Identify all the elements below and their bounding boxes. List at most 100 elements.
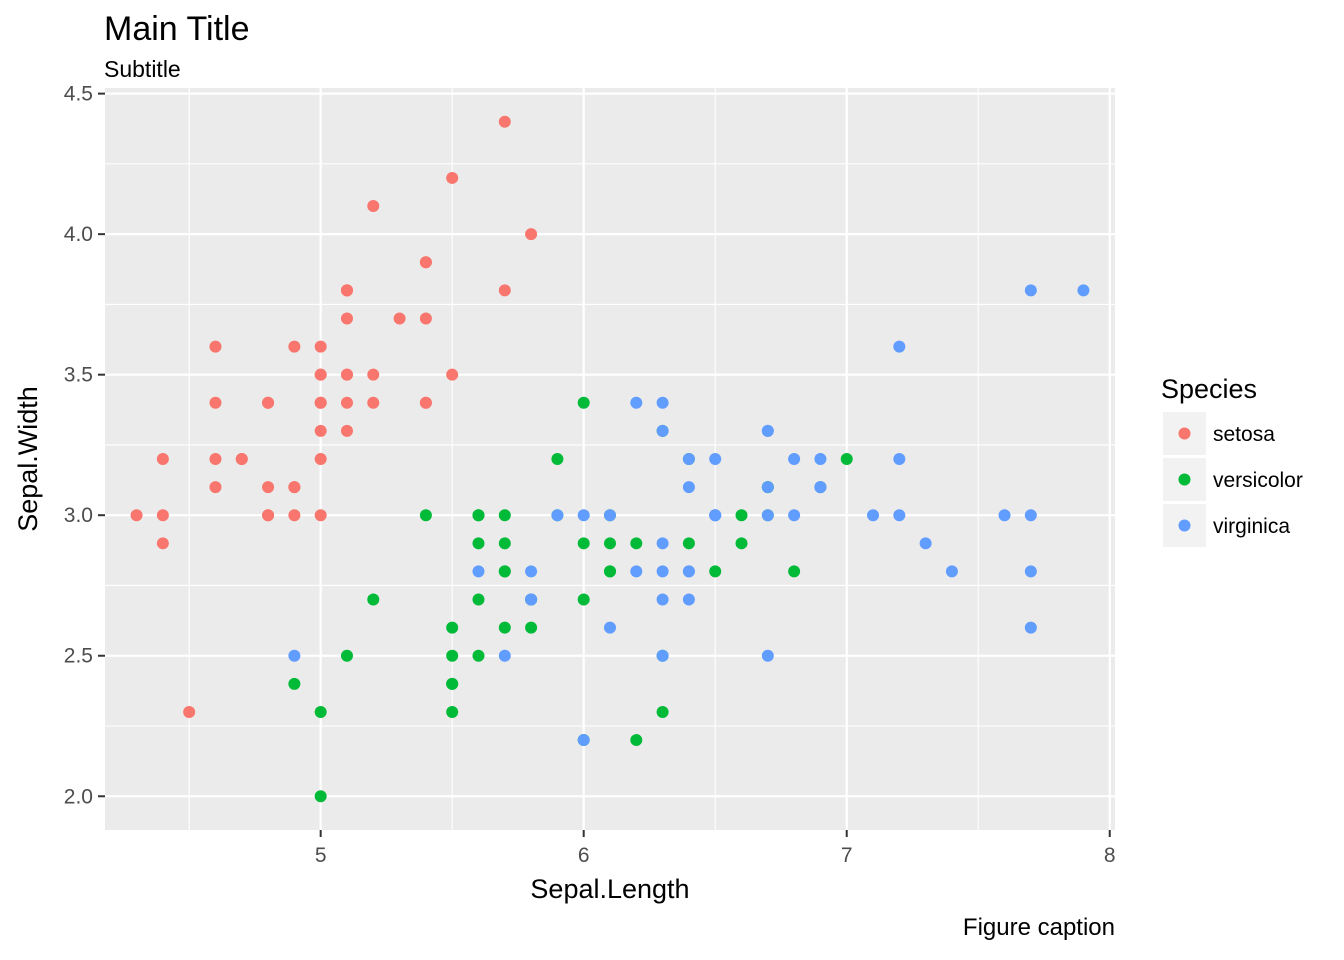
point-setosa bbox=[446, 368, 459, 381]
point-virginica bbox=[656, 537, 669, 550]
point-versicolor bbox=[498, 565, 511, 578]
point-versicolor bbox=[498, 621, 511, 634]
point-versicolor bbox=[314, 705, 327, 718]
point-virginica bbox=[604, 509, 616, 522]
point-setosa bbox=[367, 368, 380, 381]
point-setosa bbox=[367, 396, 380, 409]
point-virginica bbox=[1024, 565, 1037, 578]
point-versicolor bbox=[472, 537, 485, 550]
point-versicolor bbox=[367, 593, 380, 606]
point-versicolor bbox=[498, 509, 511, 522]
point-setosa bbox=[288, 509, 301, 522]
point-versicolor bbox=[472, 593, 485, 606]
point-versicolor bbox=[630, 734, 643, 747]
point-setosa bbox=[288, 481, 301, 494]
point-setosa bbox=[525, 228, 538, 241]
point-versicolor bbox=[419, 509, 432, 522]
point-setosa bbox=[498, 284, 511, 297]
point-virginica bbox=[998, 509, 1011, 522]
point-virginica bbox=[577, 509, 590, 522]
point-virginica bbox=[551, 509, 564, 522]
legend-label-virginica: virginica bbox=[1213, 515, 1290, 538]
point-versicolor bbox=[840, 453, 853, 465]
point-setosa bbox=[209, 481, 222, 494]
point-versicolor bbox=[446, 705, 459, 718]
figure-caption: Figure caption bbox=[962, 914, 1115, 941]
point-virginica bbox=[761, 481, 774, 494]
point-virginica bbox=[682, 565, 695, 578]
point-virginica bbox=[761, 509, 774, 522]
point-setosa bbox=[446, 171, 459, 184]
point-versicolor bbox=[735, 509, 748, 522]
point-versicolor bbox=[577, 396, 590, 409]
point-virginica bbox=[1024, 509, 1037, 522]
point-setosa bbox=[262, 509, 275, 522]
point-setosa bbox=[262, 396, 275, 409]
point-virginica bbox=[656, 649, 669, 662]
point-versicolor bbox=[498, 537, 511, 550]
point-versicolor bbox=[709, 565, 722, 578]
legend: Species setosa versicolor virginica bbox=[1161, 374, 1303, 547]
y-tick-label: 4.5 bbox=[64, 83, 93, 106]
point-setosa bbox=[340, 368, 353, 381]
point-versicolor bbox=[446, 677, 459, 690]
legend-point-virginica bbox=[1178, 519, 1191, 532]
point-versicolor bbox=[577, 593, 590, 606]
point-virginica bbox=[472, 565, 485, 578]
point-versicolor bbox=[314, 790, 327, 803]
point-virginica bbox=[682, 481, 695, 494]
point-versicolor bbox=[656, 705, 669, 718]
point-virginica bbox=[1024, 621, 1037, 634]
point-setosa bbox=[262, 481, 275, 494]
point-setosa bbox=[288, 340, 301, 353]
point-virginica bbox=[761, 424, 774, 437]
point-virginica bbox=[893, 340, 906, 353]
point-virginica bbox=[814, 481, 827, 494]
point-versicolor bbox=[551, 453, 564, 465]
point-setosa bbox=[498, 115, 511, 128]
point-virginica bbox=[788, 453, 801, 465]
y-tick-label: 2.5 bbox=[64, 645, 93, 668]
y-tick-label: 4.0 bbox=[64, 223, 93, 246]
point-setosa bbox=[183, 705, 196, 718]
point-setosa bbox=[340, 424, 353, 437]
point-virginica bbox=[630, 396, 643, 409]
point-virginica bbox=[525, 593, 538, 606]
legend-label-setosa: setosa bbox=[1213, 423, 1275, 446]
point-virginica bbox=[656, 565, 669, 578]
legend-point-versicolor bbox=[1178, 473, 1191, 486]
point-virginica bbox=[498, 649, 511, 662]
point-virginica bbox=[919, 537, 932, 550]
point-virginica bbox=[656, 396, 669, 409]
point-setosa bbox=[314, 368, 327, 381]
point-setosa bbox=[419, 256, 432, 269]
x-axis-title: Sepal.Length bbox=[530, 874, 689, 904]
y-tick-label: 2.0 bbox=[64, 785, 93, 808]
legend-point-setosa bbox=[1178, 427, 1191, 440]
legend-title: Species bbox=[1161, 374, 1257, 404]
plot-panel bbox=[105, 88, 1115, 830]
point-versicolor bbox=[604, 537, 616, 550]
y-axis-title: Sepal.Width bbox=[13, 386, 43, 532]
point-virginica bbox=[577, 734, 590, 747]
minor-gridlines bbox=[105, 88, 1115, 830]
point-setosa bbox=[209, 340, 222, 353]
point-setosa bbox=[130, 509, 143, 522]
x-tick-label: 5 bbox=[315, 844, 327, 867]
point-versicolor bbox=[472, 509, 485, 522]
point-virginica bbox=[656, 424, 669, 437]
point-virginica bbox=[709, 453, 722, 465]
point-versicolor bbox=[446, 649, 459, 662]
point-virginica bbox=[709, 509, 722, 522]
point-virginica bbox=[893, 453, 906, 465]
point-versicolor bbox=[472, 649, 485, 662]
y-tick-label: 3.5 bbox=[64, 364, 93, 387]
point-virginica bbox=[630, 565, 643, 578]
point-virginica bbox=[814, 453, 827, 465]
point-setosa bbox=[209, 453, 222, 465]
point-versicolor bbox=[682, 537, 695, 550]
point-setosa bbox=[156, 453, 169, 465]
point-setosa bbox=[156, 509, 169, 522]
point-virginica bbox=[525, 565, 538, 578]
point-virginica bbox=[788, 509, 801, 522]
